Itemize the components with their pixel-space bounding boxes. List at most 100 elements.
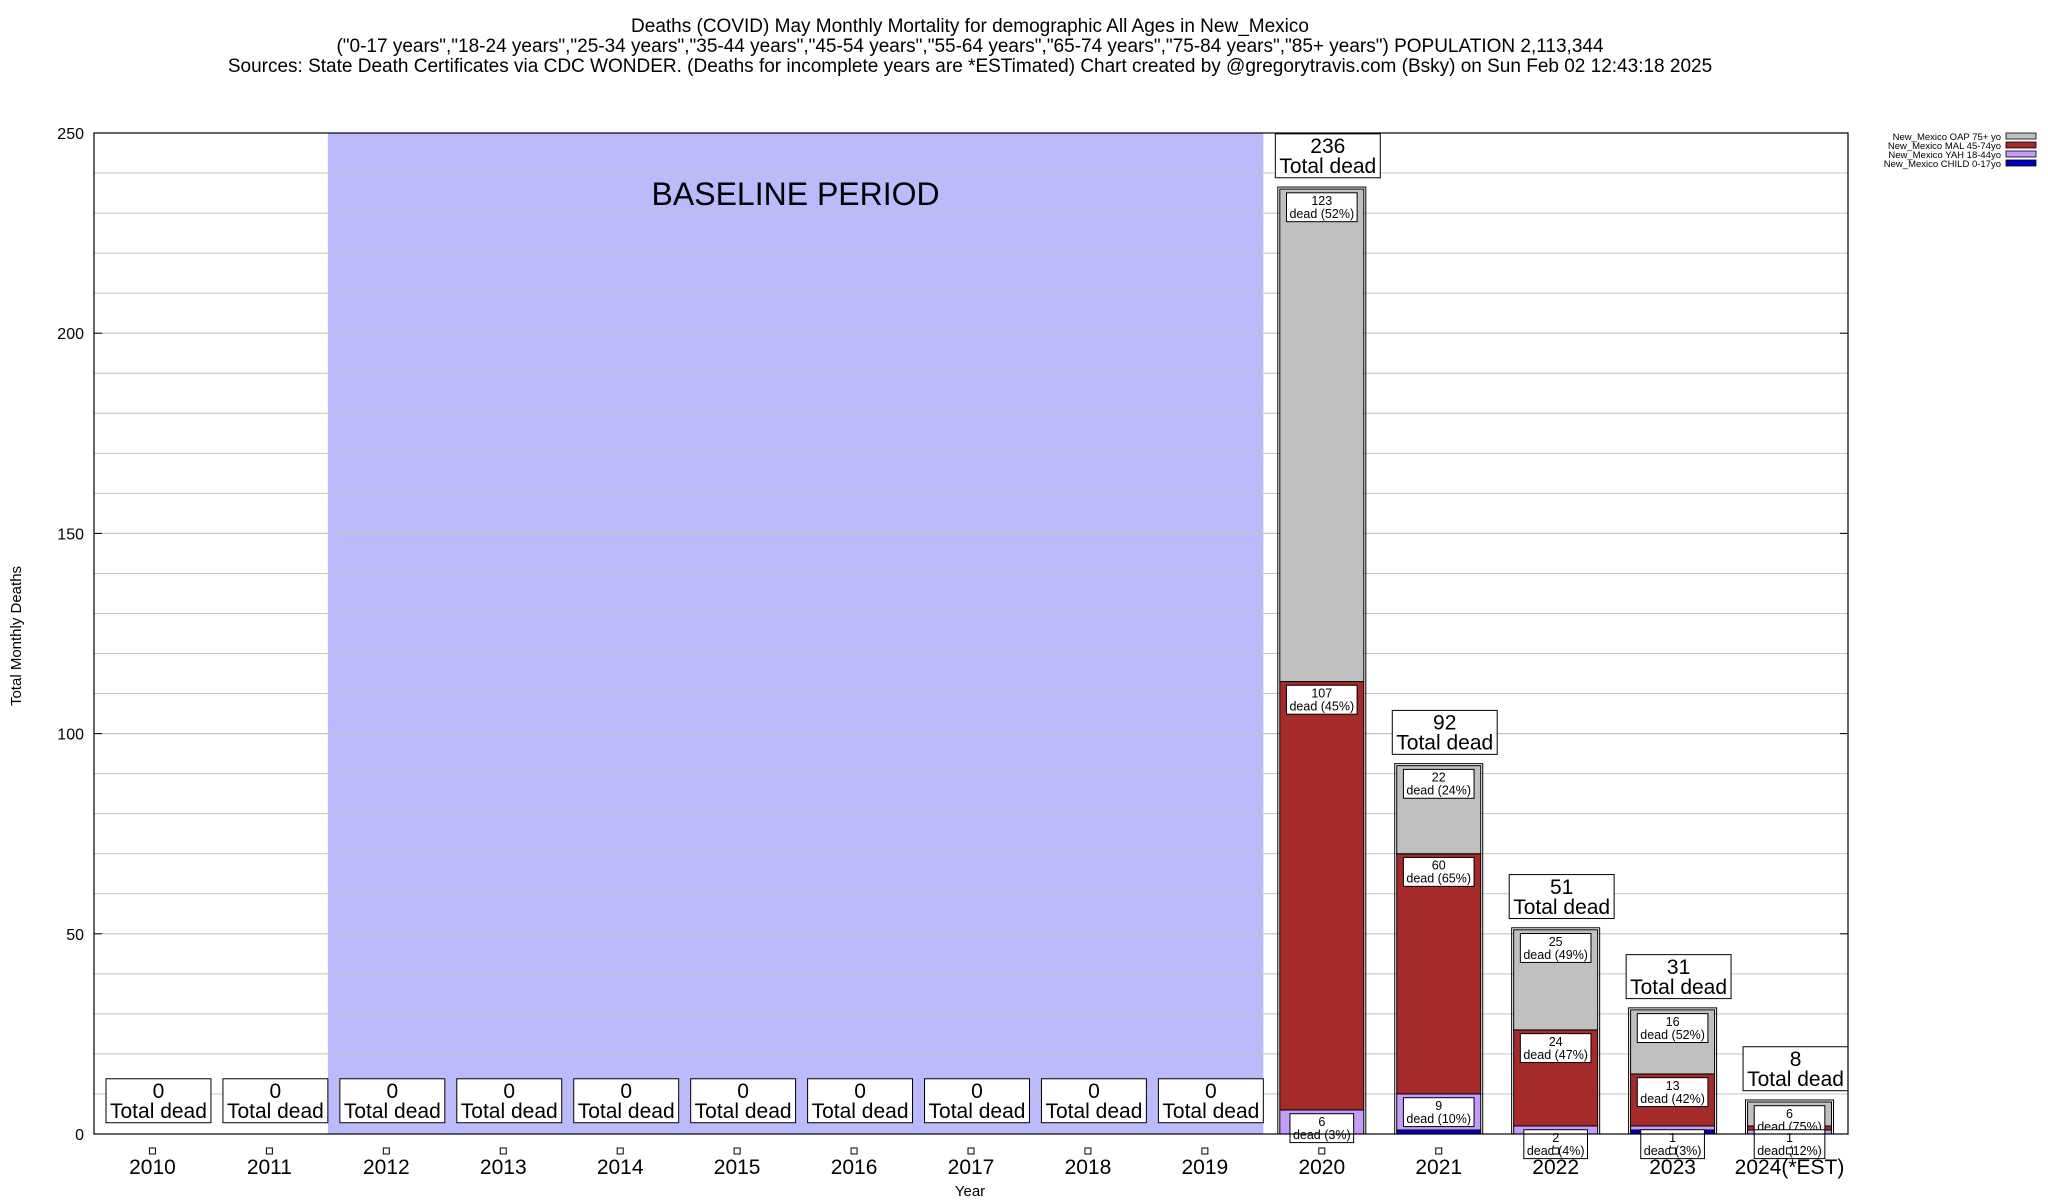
- bar-segment: [1279, 681, 1365, 1111]
- y-tick-label: 250: [57, 126, 84, 143]
- x-tick-label: 2019: [1182, 1156, 1229, 1179]
- segment-label-text: dead (52%): [1289, 207, 1354, 221]
- x-tick-label: 2023: [1649, 1156, 1696, 1179]
- y-axis-label: Total Monthly Deaths: [8, 566, 25, 706]
- x-tick-marker: [1669, 1147, 1677, 1155]
- segment-label-text: dead (10%): [1406, 1112, 1471, 1126]
- chart-subtitle: ("0-17 years","18-24 years","25-34 years…: [336, 36, 1604, 57]
- segment-label-text: 25: [1549, 935, 1563, 949]
- baseline-label: BASELINE PERIOD: [652, 176, 940, 212]
- total-label-text: 0: [971, 1080, 983, 1103]
- total-label-text: Total dead: [1279, 155, 1376, 178]
- chart-title: Deaths (COVID) May Monthly Mortality for…: [631, 16, 1309, 37]
- bar-segment: [1396, 1129, 1482, 1135]
- total-label-text: Total dead: [110, 1100, 207, 1123]
- legend-label: New_Mexico CHILD 0-17yo: [1884, 159, 2001, 170]
- segment-label-text: dead (47%): [1523, 1048, 1588, 1062]
- total-label-text: 0: [737, 1080, 749, 1103]
- x-tick-label: 2013: [480, 1156, 527, 1179]
- total-label-text: 0: [503, 1080, 515, 1103]
- x-tick-label: 2011: [247, 1156, 292, 1179]
- segment-label-text: 2: [1552, 1131, 1559, 1145]
- y-tick-label: 100: [57, 727, 84, 744]
- x-tick-marker: [1552, 1147, 1560, 1155]
- total-label-text: 0: [620, 1080, 632, 1103]
- total-label-text: Total dead: [1162, 1100, 1259, 1123]
- legend-label: New_Mexico OAP 75+ yo: [1893, 132, 2001, 143]
- x-tick-label: 2012: [363, 1156, 410, 1179]
- total-label-text: 0: [153, 1080, 165, 1103]
- total-label-text: 0: [1205, 1080, 1217, 1103]
- x-tick-label: 2016: [831, 1156, 878, 1179]
- x-tick-marker: [850, 1147, 858, 1155]
- x-tick-marker: [499, 1147, 507, 1155]
- total-label-text: Total dead: [929, 1100, 1026, 1123]
- segment-label-text: dead (65%): [1406, 872, 1471, 886]
- segment-label-text: dead (52%): [1640, 1028, 1705, 1042]
- x-tick-marker: [1201, 1147, 1209, 1155]
- y-tick-label: 150: [57, 526, 84, 543]
- total-label-text: Total dead: [1396, 732, 1493, 755]
- x-tick-marker: [616, 1147, 624, 1155]
- segment-label-text: 1: [1669, 1131, 1676, 1145]
- y-tick-label: 200: [57, 326, 84, 343]
- segment-label-text: 107: [1311, 687, 1332, 701]
- total-label-text: 0: [270, 1080, 282, 1103]
- x-tick-label: 2014: [597, 1156, 644, 1179]
- total-label-text: 0: [1088, 1080, 1100, 1103]
- total-label-text: Total dead: [1630, 976, 1727, 999]
- total-label-text: 0: [854, 1080, 866, 1103]
- x-tick-label: 2020: [1298, 1156, 1345, 1179]
- total-label-text: 92: [1433, 712, 1456, 735]
- bar-segment: [1279, 188, 1365, 683]
- x-tick-label: 2010: [129, 1156, 176, 1179]
- x-tick-label: 2021: [1415, 1156, 1462, 1179]
- total-label-text: 236: [1310, 135, 1345, 158]
- total-label-text: 31: [1667, 956, 1690, 979]
- segment-label-text: 6: [1318, 1115, 1325, 1129]
- chart-source-note: Sources: State Death Certificates via CD…: [228, 56, 1712, 77]
- x-tick-label: 2022: [1532, 1156, 1579, 1179]
- segment-label-text: 22: [1432, 771, 1446, 785]
- bar-segment: [1396, 853, 1482, 1095]
- total-label-text: Total dead: [578, 1100, 675, 1123]
- segment-label-text: dead (42%): [1640, 1092, 1705, 1106]
- legend-label: New_Mexico MAL 45-74yo: [1888, 141, 2001, 152]
- legend-swatch: [2005, 141, 2037, 149]
- x-tick-label: 2015: [714, 1156, 761, 1179]
- total-label-text: Total dead: [1513, 896, 1610, 919]
- segment-label-text: dead (3%): [1293, 1128, 1351, 1142]
- segment-label-text: dead (49%): [1523, 948, 1588, 962]
- legend-label: New_Mexico YAH 18-44yo: [1888, 150, 2001, 161]
- segment-label-text: 60: [1432, 859, 1446, 873]
- segment-label-text: 16: [1666, 1015, 1680, 1029]
- segment-label-text: 1: [1786, 1131, 1793, 1145]
- x-tick-label: 2018: [1065, 1156, 1112, 1179]
- y-tick-label: 50: [66, 927, 84, 944]
- segment-label-text: 24: [1549, 1035, 1563, 1049]
- total-label-text: Total dead: [1045, 1100, 1142, 1123]
- total-label-text: Total dead: [695, 1100, 792, 1123]
- segment-label-text: 13: [1666, 1079, 1680, 1093]
